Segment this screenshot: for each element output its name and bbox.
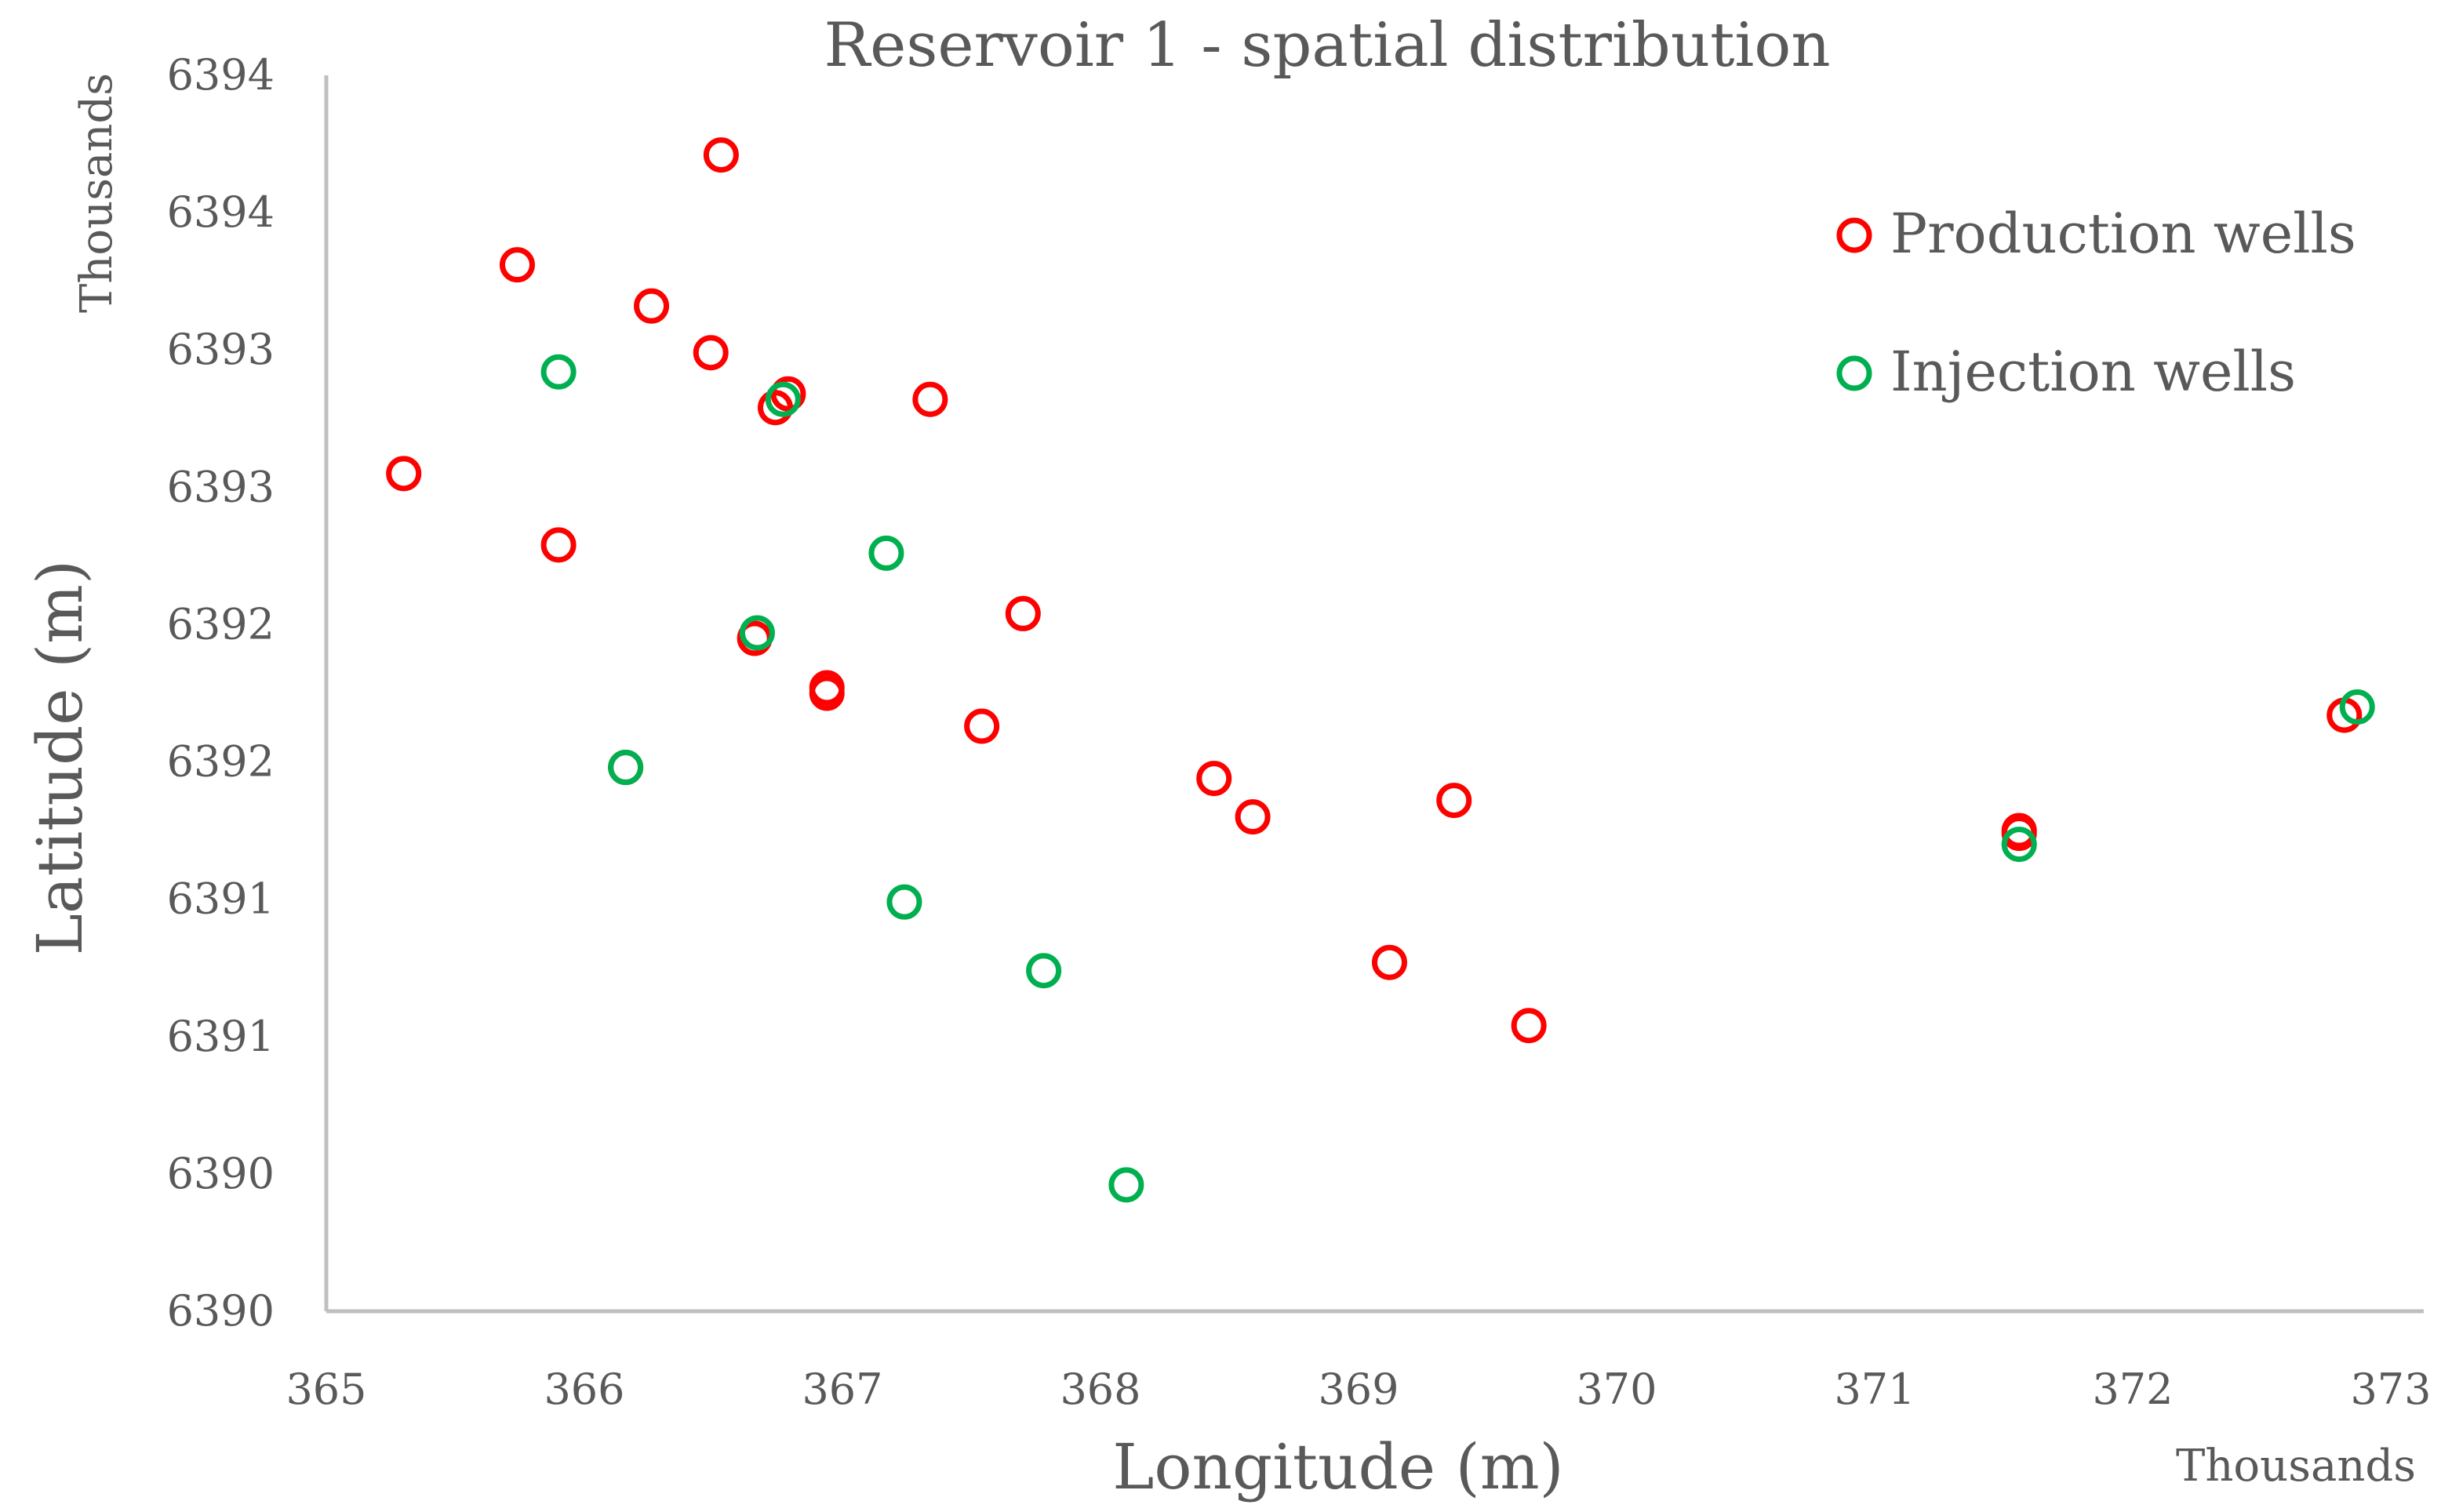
x-tick-label: 365: [286, 1365, 366, 1414]
production-well-point: [703, 137, 739, 173]
production-well-point: [693, 335, 729, 371]
injection-well-point: [765, 381, 801, 417]
x-tick-label: 366: [544, 1365, 624, 1414]
y-tick-label: 6393: [167, 325, 275, 374]
production-well-point: [1371, 944, 1407, 980]
injection-well-point: [2001, 827, 2037, 863]
injection-well-point: [2339, 689, 2375, 725]
y-tick-label: 6394: [167, 187, 275, 237]
legend-label-production: Production wells: [1890, 202, 2356, 266]
production-well-point: [540, 527, 577, 563]
production-well-point: [634, 288, 670, 324]
x-tick-label: 367: [802, 1365, 882, 1414]
x-tick-labels: 365 366 367 368 369 370 371 372 373: [286, 1365, 2431, 1414]
injection-well-point: [608, 750, 644, 786]
injection-well-point: [868, 535, 904, 571]
y-tick-label: 6390: [167, 1286, 275, 1336]
y-tick-labels: 6390 6390 6391 6391 6392 6392 6393 6393 6394 6394: [167, 50, 275, 1336]
production-well-point: [1196, 761, 1232, 797]
production-well-point: [499, 247, 535, 283]
x-tick-label: 368: [1060, 1365, 1140, 1414]
production-well-point: [809, 675, 845, 711]
production-well-point: [1005, 595, 1041, 631]
x-tick-label: 372: [2092, 1365, 2173, 1414]
x-tick-label: 370: [1576, 1365, 1657, 1414]
y-units-label: Thousands: [71, 73, 122, 313]
y-tick-label: 6392: [167, 737, 275, 787]
x-tick-label: 369: [1318, 1365, 1399, 1414]
legend-marker-production: [1836, 217, 1872, 253]
x-tick-label: 373: [2350, 1365, 2431, 1414]
data-points: [386, 137, 2375, 1203]
y-tick-label: 6392: [167, 599, 275, 649]
production-well-point: [1235, 799, 1271, 835]
production-well-point: [386, 456, 422, 492]
y-tick-label: 6391: [167, 874, 275, 924]
y-tick-label: 6393: [167, 462, 275, 511]
injection-well-point: [886, 884, 922, 920]
chart-title: Reservoir 1 - spatial distribution: [824, 10, 1830, 81]
y-axis-title: Latitude (m): [24, 560, 96, 956]
legend: Production wells Injection wells: [1836, 202, 2356, 404]
legend-marker-injection: [1836, 355, 1872, 391]
y-tick-label: 6390: [167, 1149, 275, 1198]
injection-well-point: [1108, 1167, 1144, 1203]
injection-well-point: [540, 354, 577, 390]
production-well-point: [1511, 1008, 1547, 1044]
production-well-point: [2001, 816, 2037, 852]
injection-well-point: [739, 615, 775, 651]
production-well-point: [1436, 783, 1472, 819]
production-well-point: [912, 381, 948, 417]
x-axis-title: Longitude (m): [1112, 1430, 1564, 1503]
y-tick-label: 6391: [167, 1012, 275, 1061]
x-units-label: Thousands: [2176, 1441, 2416, 1492]
x-tick-label: 371: [1834, 1365, 1915, 1414]
production-well-point: [757, 390, 793, 426]
y-tick-label: 6394: [167, 50, 275, 100]
legend-label-injection: Injection wells: [1890, 340, 2296, 404]
production-well-point: [964, 708, 1000, 744]
injection-well-point: [1026, 953, 1062, 989]
